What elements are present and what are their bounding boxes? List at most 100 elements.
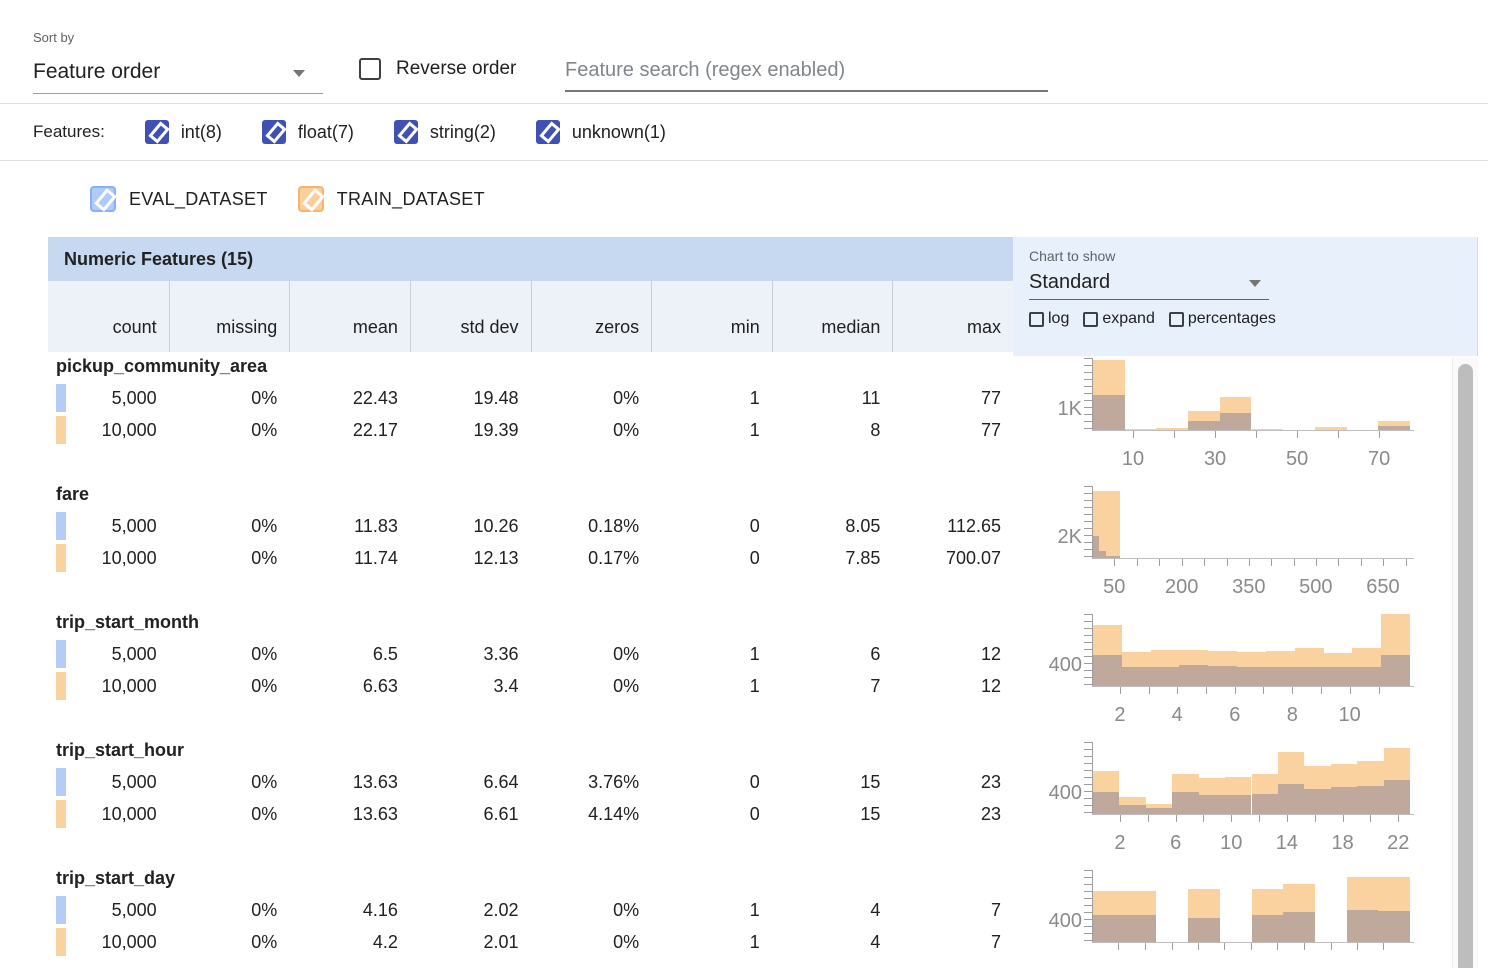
x-axis-tick: [1224, 943, 1226, 950]
eval_dataset-bar: [1378, 911, 1410, 942]
x-axis-tick: [1234, 687, 1236, 694]
feature-search-input[interactable]: [565, 50, 1048, 92]
feature-block-trip_start_hour: trip_start_hour 5,000 0% 13.63 6.64 3.76% 0 15 2…: [48, 736, 1478, 864]
stat-cell-zeros: 0%: [613, 387, 640, 408]
stat-cell-max: 77: [980, 387, 1001, 408]
x-axis-tick: [1349, 687, 1351, 694]
sort-by-select[interactable]: Feature order: [33, 52, 323, 94]
stat-cell-median: 4: [870, 899, 881, 920]
checkbox-checked-icon[interactable]: [297, 186, 324, 212]
histogram-fare: 2K 50 200 350 500 650: [1030, 480, 1470, 608]
stat-cell-std-dev: 19.39: [473, 419, 519, 440]
train-dataset-swatch: [56, 544, 66, 572]
feature-name: trip_start_hour: [56, 740, 185, 760]
feature-type-filter-3[interactable]: unknown(1): [535, 120, 666, 144]
x-axis-tick-label: 50: [1285, 448, 1309, 470]
feature-type-filter-2[interactable]: string(2): [393, 120, 496, 144]
x-axis-tick: [1174, 431, 1176, 438]
stat-cell-count: 5,000: [111, 515, 157, 536]
chart-type-value: Standard: [1029, 271, 1111, 293]
stat-cell-count: 10,000: [101, 675, 157, 696]
dataset-label: EVAL_DATASET: [129, 188, 268, 209]
plot-area: [1084, 486, 1410, 558]
x-axis-tick-label: 8: [1286, 704, 1298, 726]
stat-cell-missing: 0%: [251, 387, 278, 408]
column-header-median: median: [771, 281, 893, 352]
eval_dataset-bar: [1304, 788, 1331, 814]
x-axis-tick-label: 6: [1170, 832, 1182, 854]
x-axis-tick: [1342, 815, 1344, 822]
stat-cell-missing: 0%: [251, 643, 278, 664]
stat-cell-std-dev: 3.36: [483, 643, 519, 664]
x-axis-tick-label: 500: [1299, 576, 1333, 598]
eval_dataset-bar: [1346, 910, 1379, 942]
checkbox-checked-icon[interactable]: [535, 120, 560, 144]
chart-option-label: expand: [1102, 310, 1155, 327]
x-axis-tick: [1215, 431, 1217, 438]
train_dataset-bar: [1378, 420, 1410, 430]
x-axis: [1092, 686, 1414, 687]
checkbox-unchecked-icon[interactable]: [1168, 311, 1184, 327]
reverse-order-checkbox[interactable]: [359, 58, 381, 80]
vertical-scrollbar[interactable]: [1452, 358, 1478, 968]
checkbox-unchecked-icon[interactable]: [1083, 311, 1099, 327]
checkbox-unchecked-icon[interactable]: [1029, 311, 1044, 327]
stat-cell-max: 700.07: [945, 547, 1001, 568]
eval_dataset-bar: [1172, 792, 1199, 814]
x-axis-tick-label: 70: [1368, 448, 1391, 470]
checkbox-checked-icon[interactable]: [90, 186, 116, 212]
stat-cell-max: 23: [980, 771, 1001, 792]
feature-type-filter-1[interactable]: float(7): [261, 120, 354, 144]
feature-type-filter-label: string(2): [429, 121, 496, 142]
eval_dataset-bar: [1093, 655, 1122, 686]
checkbox-checked-icon[interactable]: [144, 120, 169, 144]
stat-cell-missing: 0%: [251, 547, 278, 568]
scrollbar-thumb[interactable]: [1458, 364, 1473, 968]
stat-row-train: 10,000 0% 13.63 6.61 4.14% 0 15 23: [48, 798, 1013, 830]
stat-cell-min: 1: [749, 387, 760, 408]
checkbox-checked-icon[interactable]: [393, 120, 418, 144]
stat-row-train: 10,000 0% 11.74 12.13 0.17% 0 7.85 700.07: [48, 542, 1013, 574]
train_dataset-bar: [1251, 429, 1284, 430]
checkbox-checked-icon[interactable]: [261, 120, 286, 144]
y-axis-ticks: [1084, 742, 1092, 814]
chart-option-log[interactable]: log: [1029, 310, 1069, 328]
y-axis-label: 400: [1048, 782, 1082, 804]
stat-cell-median: 15: [860, 803, 881, 824]
x-axis-tick: [1171, 943, 1173, 950]
eval_dataset-bar: [1208, 665, 1238, 686]
stat-cell-mean: 6.63: [362, 675, 398, 696]
chart-option-expand[interactable]: expand: [1083, 310, 1155, 328]
train_dataset-bar: [1156, 427, 1189, 430]
x-axis-tick: [1405, 559, 1407, 566]
dataset-toggle-train_dataset[interactable]: TRAIN_DATASET: [297, 186, 485, 212]
chart-option-label: percentages: [1187, 310, 1276, 327]
eval_dataset-bar: [1188, 421, 1220, 430]
feature-type-filter-0[interactable]: int(8): [144, 120, 222, 144]
y-axis-ticks: [1084, 870, 1092, 942]
stat-cell-mean: 11.83: [354, 515, 398, 536]
stat-cell-min: 1: [749, 675, 760, 696]
eval-dataset-swatch: [56, 512, 66, 540]
eval_dataset-bar: [1237, 666, 1266, 686]
stat-cell-max: 7: [990, 931, 1001, 952]
column-header-mean: mean: [289, 281, 410, 352]
chart-to-show-label: Chart to show: [1029, 248, 1116, 264]
toolbar: Sort by Feature order Reverse order: [0, 0, 1488, 103]
stat-cell-zeros: 0%: [613, 643, 640, 664]
features-label: Features:: [33, 122, 105, 141]
stat-cell-max: 12: [980, 643, 1001, 664]
x-axis-tick: [1148, 687, 1150, 694]
stat-cell-min: 0: [749, 803, 760, 824]
feature-name: trip_start_month: [56, 612, 200, 632]
x-axis-tick: [1177, 687, 1179, 694]
x-axis-tick: [1114, 559, 1116, 566]
x-axis-tick-label: 2: [1114, 832, 1126, 854]
eval_dataset-bar: [1283, 912, 1315, 942]
stat-cell-missing: 0%: [251, 899, 278, 920]
dataset-toggle-eval_dataset[interactable]: EVAL_DATASET: [90, 186, 268, 212]
chart-type-select[interactable]: Standard: [1029, 266, 1269, 300]
stat-cell-zeros: 0%: [613, 931, 640, 952]
chart-option-percentages[interactable]: percentages: [1168, 310, 1276, 328]
